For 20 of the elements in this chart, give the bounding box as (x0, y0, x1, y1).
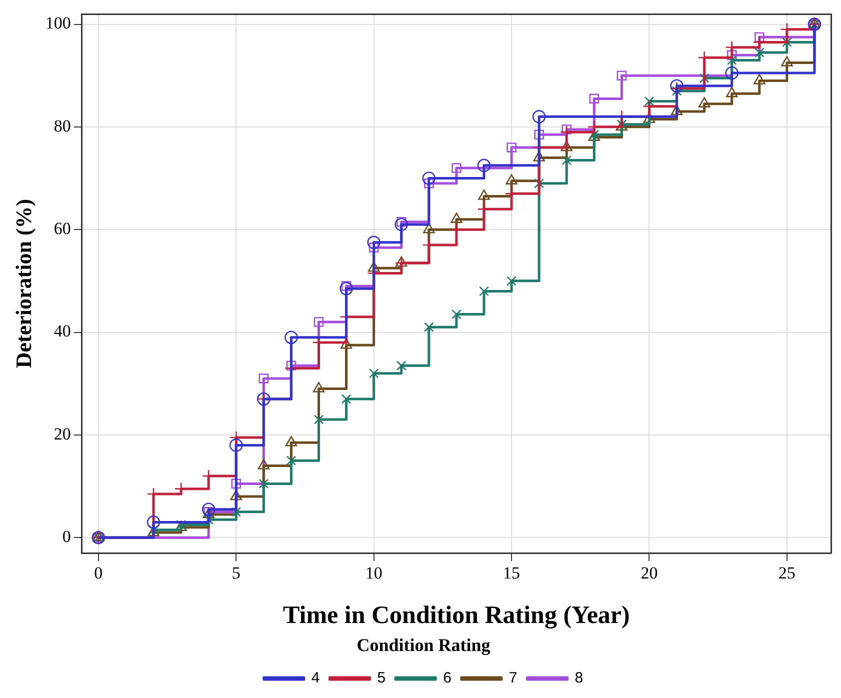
y-axis-title: Deterioration (%) (10, 198, 36, 368)
x-tick-label: 20 (640, 564, 658, 583)
x-tick-label: 10 (365, 564, 382, 583)
y-tick-label: 20 (54, 424, 71, 444)
x-tick-label: 0 (94, 564, 103, 583)
y-tick-label: 40 (54, 322, 71, 341)
y-tick-label: 100 (45, 14, 71, 33)
legend-label: 4 (311, 670, 320, 687)
x-tick-label: 5 (232, 564, 240, 583)
x-tick-label: 25 (778, 564, 796, 583)
legend-title: Condition Rating (356, 635, 490, 656)
legend-label: 5 (377, 670, 386, 687)
y-tick-label: 0 (62, 527, 71, 546)
y-tick-label: 60 (54, 219, 71, 238)
legend-label: 8 (574, 670, 584, 687)
x-tick-label: 15 (503, 564, 520, 583)
legend-label: 7 (508, 670, 518, 687)
legend-label: 6 (443, 670, 452, 687)
y-tick-label: 80 (54, 116, 71, 136)
x-axis-title: Time in Condition Rating (Year) (283, 602, 630, 629)
